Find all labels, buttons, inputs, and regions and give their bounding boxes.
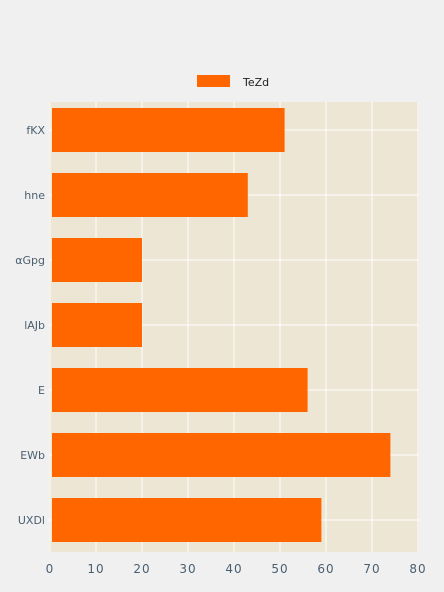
y-tick-label: αGpg [15,254,45,267]
y-tick-label: E [38,384,45,397]
x-tick-label: 70 [363,562,380,576]
bar [52,108,285,152]
bar [52,498,321,542]
bar [52,368,308,412]
y-tick-label: hne [24,189,45,202]
x-tick-label: 80 [409,562,426,576]
y-tick-label: lAJb [24,319,45,332]
x-tick-label: 50 [271,562,288,576]
x-tick-label: 10 [87,562,104,576]
y-tick-label: EWb [20,449,45,462]
legend: TeZd [197,75,269,89]
y-tick-label: fKX [26,124,45,137]
bar [52,173,248,217]
x-tick-label: 40 [225,562,242,576]
legend-swatch [197,75,230,87]
x-tick-labels: 0 10 20 30 40 50 60 70 80 [46,562,427,576]
bar [52,303,142,347]
x-tick-label: 0 [46,562,55,576]
y-tick-labels: fKX hne αGpg lAJb E EWb UXDl [15,124,45,527]
x-tick-label: 30 [179,562,196,576]
legend-label: TeZd [242,76,269,89]
x-tick-label: 20 [133,562,150,576]
bar [52,433,390,477]
x-tick-label: 60 [317,562,334,576]
bar [52,238,142,282]
y-tick-label: UXDl [18,514,45,527]
